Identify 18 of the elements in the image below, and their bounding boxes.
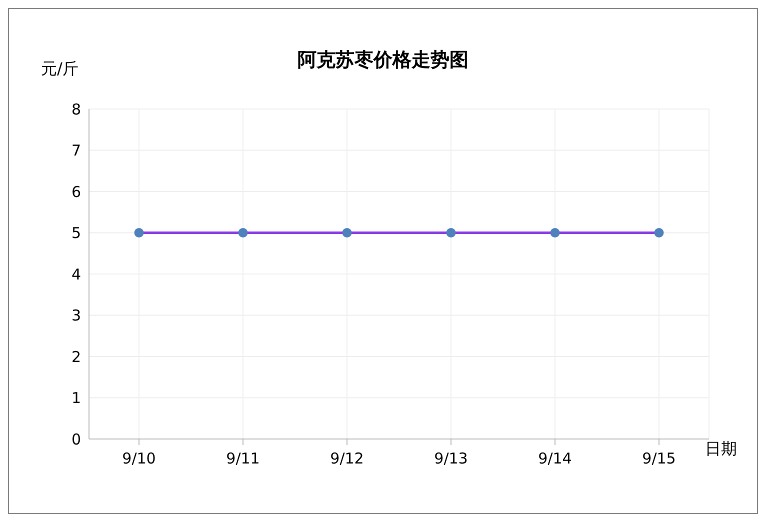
y-tick-label: 8 bbox=[71, 100, 81, 118]
x-tick-label: 9/14 bbox=[538, 450, 572, 468]
x-tick-label: 9/13 bbox=[434, 450, 468, 468]
y-axis-title: 元/斤 bbox=[41, 59, 78, 80]
chart-title: 阿克苏枣价格走势图 bbox=[298, 49, 468, 71]
y-tick-label: 1 bbox=[71, 389, 81, 408]
y-tick-label: 4 bbox=[71, 265, 81, 284]
y-tick-label: 7 bbox=[71, 142, 81, 160]
x-tick-label: 9/11 bbox=[226, 450, 260, 468]
y-tick-label: 5 bbox=[71, 224, 81, 242]
x-tick-label: 9/12 bbox=[330, 450, 364, 468]
x-tick-label: 9/15 bbox=[642, 450, 676, 468]
y-tick-label: 6 bbox=[71, 182, 81, 201]
x-axis-title: 日期 bbox=[705, 439, 737, 460]
y-tick-label: 3 bbox=[71, 306, 81, 325]
y-tick-label: 0 bbox=[71, 430, 81, 448]
y-tick-label: 2 bbox=[71, 348, 81, 366]
x-tick-label: 9/10 bbox=[122, 450, 156, 468]
